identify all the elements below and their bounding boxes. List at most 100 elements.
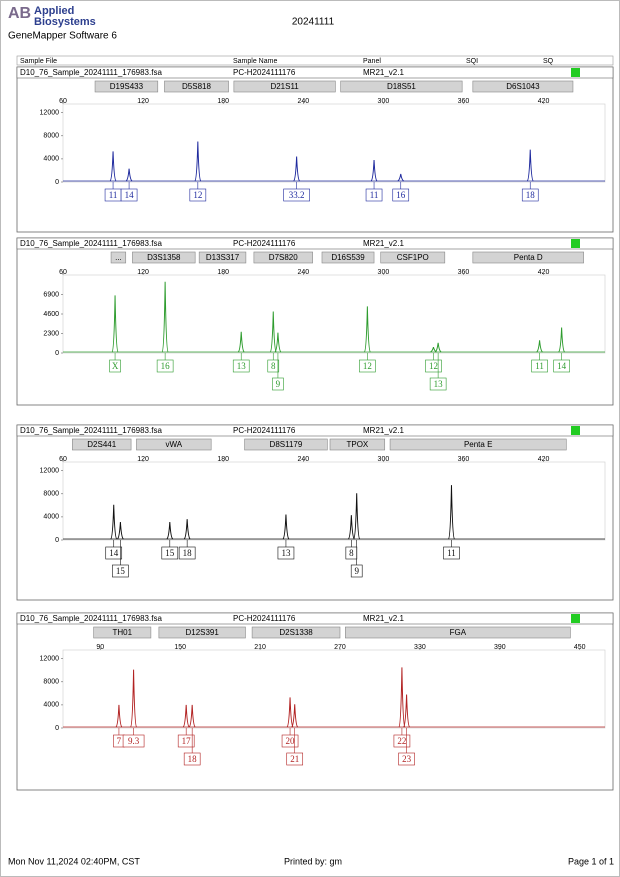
peak xyxy=(109,151,117,182)
allele-label: 18 xyxy=(526,190,536,200)
sq-flag xyxy=(571,68,580,77)
peak xyxy=(353,493,361,540)
panel-name: MR21_v2.1 xyxy=(363,239,404,248)
allele-box xyxy=(392,188,410,202)
peak xyxy=(166,522,174,540)
x-tick-label: 150 xyxy=(174,644,186,651)
peak xyxy=(274,332,282,353)
allele-label: 14 xyxy=(109,548,119,558)
allele-box xyxy=(443,546,460,560)
x-tick-label: 180 xyxy=(217,98,229,105)
allele-box xyxy=(112,564,129,578)
allele-label: 21 xyxy=(290,754,299,764)
peak xyxy=(430,346,437,353)
x-tick-label: 210 xyxy=(254,644,266,651)
marker xyxy=(93,626,152,639)
allele-box xyxy=(359,359,376,373)
allele-label: 9.3 xyxy=(128,736,140,746)
marker xyxy=(94,80,159,93)
allele-box xyxy=(267,359,280,373)
allele-box xyxy=(105,546,123,560)
marker-label: D2S441 xyxy=(87,440,116,449)
allele-label: 16 xyxy=(161,361,171,371)
allele-label: 16 xyxy=(396,190,406,200)
y-tick-label: 8000 xyxy=(43,679,59,686)
peak xyxy=(447,485,455,540)
plot-area xyxy=(62,461,606,541)
marker-label: Penta E xyxy=(464,440,492,449)
column-header xyxy=(16,55,614,66)
marker xyxy=(136,438,212,451)
marker-label: Penta D xyxy=(514,253,543,262)
sample-file: D10_76_Sample_20241111_176983.fsa xyxy=(20,614,162,623)
software: GeneMapper Software 6 xyxy=(8,31,117,42)
peak xyxy=(286,697,294,728)
x-tick-label: 420 xyxy=(538,269,550,276)
allele-label: 22 xyxy=(397,736,406,746)
allele-box xyxy=(521,188,539,202)
x-tick-label: 300 xyxy=(378,456,390,463)
allele-label: X xyxy=(112,361,119,371)
allele-box xyxy=(350,564,363,578)
marker-label: D3S1358 xyxy=(147,253,181,262)
panel-row xyxy=(16,237,614,250)
allele-box xyxy=(531,359,548,373)
allele-box xyxy=(425,359,442,373)
peak xyxy=(125,168,133,182)
peak xyxy=(130,669,138,728)
y-tick-label: 8000 xyxy=(43,491,59,498)
marker-label: D5S818 xyxy=(182,82,211,91)
y-tick-label: 4000 xyxy=(43,514,59,521)
allele-box xyxy=(286,752,304,766)
sample-file: D10_76_Sample_20241111_176983.fsa xyxy=(20,426,162,435)
x-tick-label: 360 xyxy=(458,456,470,463)
sample-file: D10_76_Sample_20241111_176983.fsa xyxy=(20,239,162,248)
marker xyxy=(329,438,386,451)
plot-area xyxy=(62,103,606,183)
marker xyxy=(158,626,246,639)
allele-label: 11 xyxy=(370,190,379,200)
peak xyxy=(111,295,119,353)
allele-box xyxy=(393,734,411,748)
x-tick-label: 120 xyxy=(137,456,149,463)
x-tick-label: 120 xyxy=(137,98,149,105)
plot-area xyxy=(62,274,606,354)
x-tick-label: 420 xyxy=(538,456,550,463)
column: Sample File xyxy=(20,58,57,65)
sample-file: D10_76_Sample_20241111_176983.fsa xyxy=(20,68,162,77)
brand: Biosystems xyxy=(34,16,96,28)
sq-flag xyxy=(571,239,580,248)
y-tick-label: 6900 xyxy=(43,291,59,298)
marker xyxy=(253,251,313,264)
peak xyxy=(237,331,245,353)
x-tick-label: 420 xyxy=(538,98,550,105)
sample-name: PC-H2024111176 xyxy=(233,614,296,623)
sample-name: PC-H2024111176 xyxy=(233,426,296,435)
marker xyxy=(233,80,336,93)
allele-label: 8 xyxy=(271,361,276,371)
marker-label: D19S433 xyxy=(110,82,144,91)
x-tick-label: 60 xyxy=(59,269,67,276)
marker xyxy=(110,251,127,264)
y-tick-label: 8000 xyxy=(43,133,59,140)
y-tick-label: 2300 xyxy=(43,330,59,337)
allele-label: 11 xyxy=(447,548,456,558)
panel-name: MR21_v2.1 xyxy=(363,68,404,77)
sq-flag xyxy=(571,614,580,623)
marker-label: TPOX xyxy=(346,440,368,449)
panel-row xyxy=(16,66,614,79)
peak xyxy=(117,522,124,540)
panel-name: MR21_v2.1 xyxy=(363,426,404,435)
allele-box xyxy=(281,734,299,748)
marker xyxy=(472,80,574,93)
x-tick-label: 450 xyxy=(574,644,586,651)
peak xyxy=(293,156,301,182)
y-tick-label: 4000 xyxy=(43,156,59,163)
marker-label: ... xyxy=(115,253,122,262)
marker xyxy=(345,626,571,639)
y-tick-label: 12000 xyxy=(40,468,60,475)
peak xyxy=(182,704,190,728)
allele-box xyxy=(120,188,138,202)
marker xyxy=(251,626,341,639)
allele-box xyxy=(398,752,415,766)
